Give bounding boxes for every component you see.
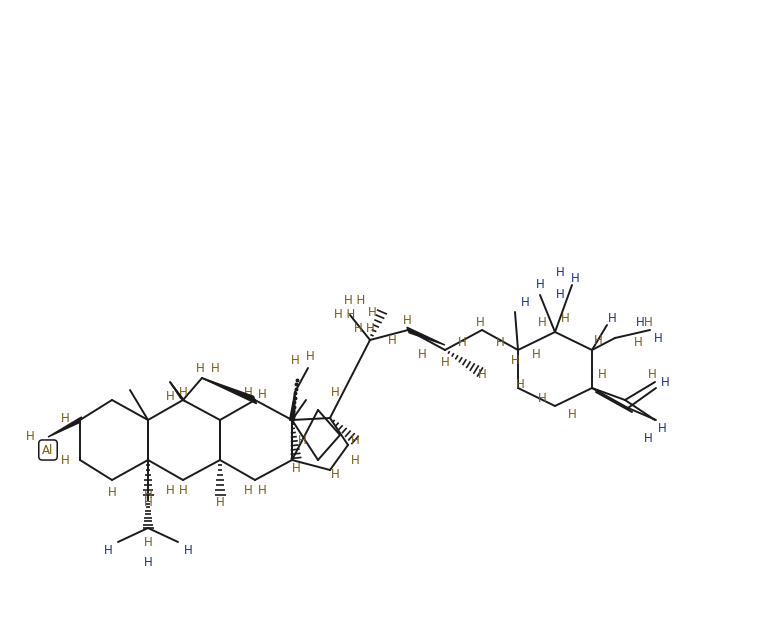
Text: H: H (298, 433, 306, 446)
Text: H H: H H (344, 294, 366, 307)
Text: H: H (166, 483, 174, 496)
Text: H H: H H (334, 309, 356, 322)
Text: H: H (657, 421, 667, 434)
Text: Al: Al (42, 443, 54, 456)
Text: H: H (216, 496, 224, 508)
Text: H: H (538, 391, 546, 404)
Text: H: H (243, 483, 253, 496)
Text: H: H (366, 322, 374, 334)
Text: H: H (166, 391, 174, 404)
Text: H: H (571, 272, 579, 284)
Text: H: H (25, 431, 35, 443)
Text: H: H (388, 334, 396, 347)
Text: H: H (418, 349, 426, 361)
Text: H: H (210, 361, 220, 374)
Text: H: H (144, 496, 152, 508)
Text: H: H (475, 316, 485, 329)
Text: H: H (331, 468, 339, 481)
Text: H: H (478, 369, 486, 381)
Text: H: H (511, 354, 519, 366)
Text: H: H (351, 433, 359, 446)
Text: H: H (521, 295, 529, 309)
Text: H: H (594, 334, 602, 347)
Polygon shape (290, 392, 295, 420)
Text: H: H (196, 361, 204, 374)
Text: H: H (441, 356, 449, 369)
Text: H: H (108, 486, 117, 498)
Text: H: H (368, 305, 376, 319)
Text: H: H (353, 322, 362, 334)
Text: H: H (257, 483, 266, 496)
Text: H: H (290, 354, 300, 366)
Text: H: H (538, 316, 546, 329)
Text: H: H (647, 369, 657, 381)
Text: H: H (292, 461, 300, 475)
Text: H: H (144, 535, 152, 548)
Text: H: H (104, 543, 112, 557)
Text: H: H (660, 376, 670, 389)
Text: H: H (351, 453, 359, 466)
Text: H: H (555, 289, 564, 302)
Text: H: H (257, 389, 266, 401)
Text: H: H (331, 386, 339, 399)
Text: H: H (144, 488, 152, 501)
Text: H: H (402, 314, 412, 327)
Polygon shape (170, 382, 185, 402)
Text: H: H (644, 316, 652, 329)
Text: H: H (179, 386, 187, 399)
Text: H: H (515, 379, 525, 391)
Text: H: H (607, 312, 617, 324)
Text: H: H (644, 431, 652, 444)
Text: H: H (61, 453, 69, 466)
Text: H: H (598, 369, 607, 381)
Text: H: H (634, 336, 642, 349)
Text: H: H (179, 483, 187, 496)
Text: H: H (144, 555, 152, 568)
Text: H: H (568, 409, 576, 421)
Text: H: H (458, 336, 466, 349)
Text: H: H (243, 386, 253, 399)
Polygon shape (202, 378, 257, 404)
Polygon shape (48, 417, 81, 437)
Text: H: H (535, 279, 545, 292)
Text: H: H (555, 265, 564, 279)
Text: H: H (495, 336, 505, 349)
Polygon shape (407, 327, 445, 345)
Text: H: H (654, 332, 662, 344)
Text: H: H (561, 312, 569, 324)
Text: H: H (184, 543, 192, 557)
Text: H: H (636, 316, 644, 329)
Text: H: H (306, 349, 314, 362)
Text: H: H (61, 411, 69, 424)
Text: H: H (531, 349, 541, 361)
